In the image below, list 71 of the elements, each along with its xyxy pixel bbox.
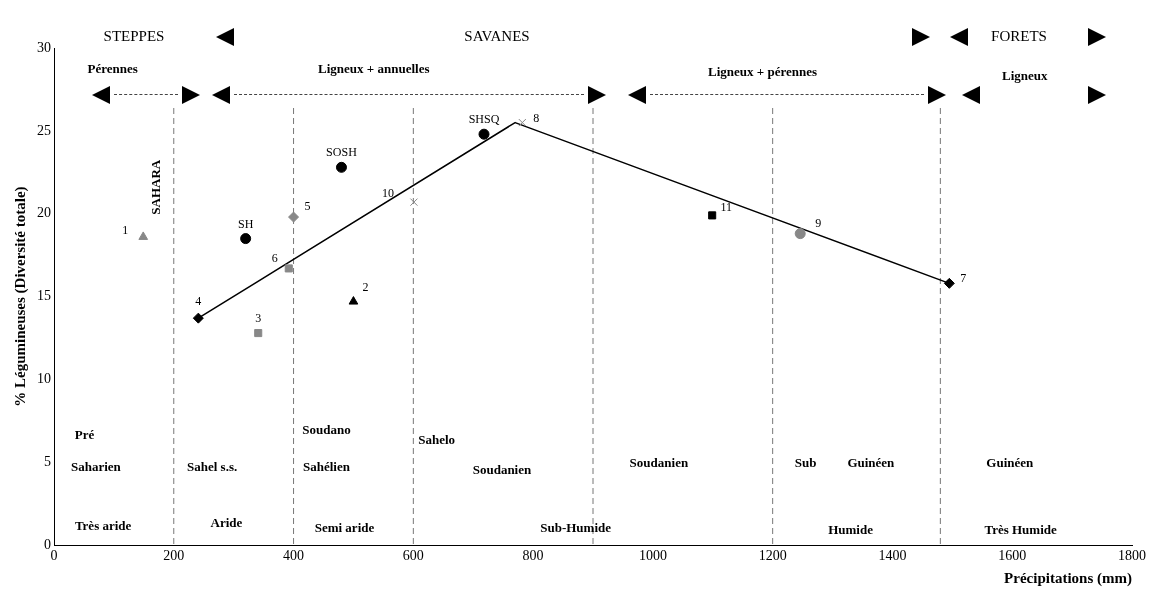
annotation: Pérennes (87, 60, 138, 76)
annotation: Aride (210, 515, 243, 531)
y-tick-label: 0 (44, 536, 51, 552)
text: FORETS (991, 27, 1047, 44)
point (192, 312, 204, 324)
series-label: 1 (122, 223, 129, 238)
point (348, 296, 359, 305)
x-tick-label: 400 (283, 548, 305, 564)
annotation: Très Humide (984, 521, 1057, 537)
annotation: Pré (74, 427, 95, 443)
text: STEPPES (103, 27, 165, 44)
annotation: Semi aride (314, 519, 375, 535)
y-axis-title: % Légumineuses (Diversité totale) (11, 186, 29, 407)
annotation: Sub-Humide (540, 519, 612, 535)
y-tick-label: 5 (44, 454, 51, 470)
series-label: 2 (362, 279, 369, 294)
annotation: SAHARA (147, 159, 163, 215)
series-label: 7 (960, 271, 967, 286)
point (284, 264, 293, 273)
series-label: SOSH (326, 145, 358, 160)
x-tick-label: 1600 (998, 548, 1027, 564)
annotation: Humide (828, 521, 874, 537)
point (518, 118, 527, 127)
annotation: Ligneux + pérennes (707, 64, 817, 80)
point (240, 233, 252, 245)
annotation: Soudano (302, 422, 351, 438)
annotation: Guinéen (986, 455, 1035, 471)
series-label: 8 (533, 110, 540, 125)
annotation: Sahélien (303, 458, 351, 474)
annotation: Très aride (74, 518, 132, 534)
annotation: Soudanien (472, 461, 532, 477)
text: SAVANES (464, 27, 530, 44)
series-label: 3 (255, 311, 262, 326)
annotation: Guinéen (847, 455, 896, 471)
x-axis-title: Précipitations (mm) (1004, 569, 1132, 587)
series-label: 4 (195, 294, 202, 309)
series-label: SHSQ (468, 112, 500, 127)
y-tick-label: 10 (37, 371, 51, 387)
point (708, 211, 717, 220)
x-tick-label: 200 (163, 548, 185, 564)
series-label: SH (237, 216, 254, 231)
x-tick-label: 1800 (1118, 548, 1146, 564)
series-label: 10 (381, 186, 394, 201)
series-label: 5 (304, 199, 311, 214)
point (288, 211, 300, 223)
x-tick-label: 1400 (878, 548, 907, 564)
x-tick-label: 800 (522, 548, 544, 564)
point (794, 228, 806, 240)
y-tick-label: 15 (37, 288, 51, 304)
point (478, 128, 490, 140)
annotation: Sub (794, 455, 817, 471)
x-tick-label: 1000 (638, 548, 667, 564)
annotation: Sahel s.s. (187, 458, 238, 474)
y-tick-label: 20 (37, 205, 51, 221)
point (138, 231, 149, 240)
x-tick-label: 1200 (758, 548, 787, 564)
y-tick-label: 30 (37, 39, 51, 55)
series-label: 11 (720, 199, 732, 214)
point (409, 198, 418, 207)
x-tick-label: 600 (402, 548, 424, 564)
annotation: Sahelo (418, 432, 456, 448)
annotation: Soudanien (629, 455, 689, 471)
point (943, 277, 955, 289)
series-label: 9 (815, 215, 822, 230)
series-label: 6 (271, 250, 278, 265)
point (335, 161, 347, 173)
y-tick-label: 25 (37, 122, 51, 138)
annotation: Saharien (71, 458, 122, 474)
annotation: Ligneux + annuelles (318, 60, 430, 76)
point (254, 329, 263, 338)
annotation: Ligneux (1002, 67, 1049, 83)
